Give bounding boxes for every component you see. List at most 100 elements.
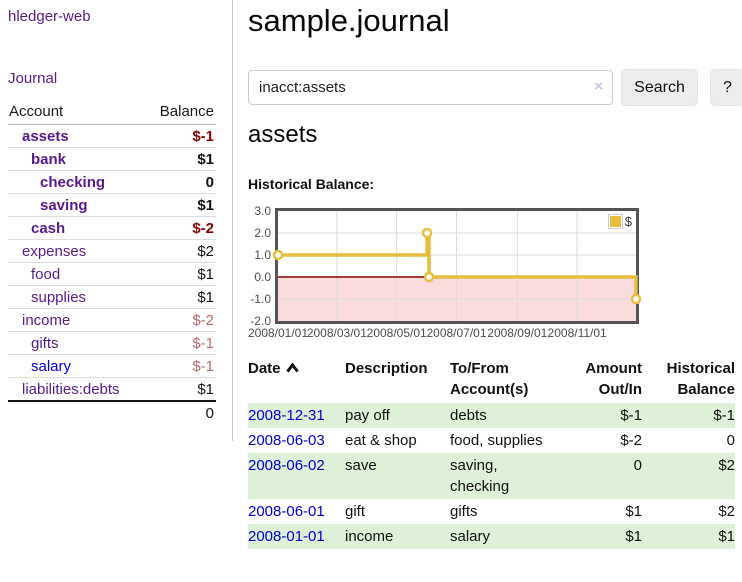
transaction-amount: $1 xyxy=(625,528,642,545)
transaction-amount: $-1 xyxy=(620,407,642,424)
transaction-accounts: salary xyxy=(450,528,491,545)
chart-legend: $ xyxy=(608,214,632,229)
account-row: supplies $1 xyxy=(8,285,216,308)
transaction-accounts: debts xyxy=(450,407,487,424)
account-link-food[interactable]: food xyxy=(31,266,61,283)
transaction-date-link[interactable]: 2008-06-01 xyxy=(248,503,325,520)
app-title-link[interactable]: hledger-web xyxy=(8,8,91,25)
account-balance: $-2 xyxy=(192,220,214,237)
date-column-header[interactable]: Date xyxy=(248,357,345,403)
account-row: gifts $-1 xyxy=(8,331,216,354)
transaction-description: eat & shop xyxy=(345,432,417,449)
y-axis-tick-label: 3.0 xyxy=(254,204,271,218)
sidebar: hledger-web Journal Account Balance asse… xyxy=(0,0,233,441)
account-link-checking[interactable]: checking xyxy=(40,174,106,191)
transaction-balance: 0 xyxy=(726,432,735,449)
transaction-date-link[interactable]: 2008-06-03 xyxy=(248,432,325,449)
account-row: bank $1 xyxy=(8,147,216,170)
register-row: 2008-06-02 save saving, checking 0 $2 xyxy=(248,453,735,499)
chart-plot-area: $ xyxy=(272,208,642,324)
balance-column-header: Balance xyxy=(159,103,214,120)
transaction-amount: 0 xyxy=(633,457,642,474)
search-input-wrap: × xyxy=(248,70,613,105)
x-axis-tick-label: 2008/01/01 xyxy=(247,326,309,340)
account-balance: $1 xyxy=(197,381,214,398)
transaction-accounts: saving, checking xyxy=(450,457,510,495)
transaction-accounts: gifts xyxy=(450,503,478,520)
x-axis-tick-label: 2008/11/01 xyxy=(547,326,607,340)
account-row: food $1 xyxy=(8,262,216,285)
transaction-balance: $2 xyxy=(718,457,735,474)
register-row: 2008-06-01 gift gifts $1 $2 xyxy=(248,499,735,524)
page-title: sample.journal xyxy=(248,3,450,38)
account-link-gifts[interactable]: gifts xyxy=(31,335,59,352)
account-link-cash[interactable]: cash xyxy=(31,220,66,237)
account-link-assets[interactable]: assets xyxy=(22,128,69,145)
account-row: assets $-1 xyxy=(8,125,216,147)
account-row: saving $1 xyxy=(8,193,216,216)
transaction-balance: $2 xyxy=(718,503,735,520)
x-axis-tick-label: 2008/09/01 xyxy=(487,326,548,340)
search-button[interactable]: Search xyxy=(621,69,698,106)
sort-ascending-icon xyxy=(285,359,300,380)
account-row: liabilities:debts $1 xyxy=(8,377,216,400)
register-header-row: Date Description To/From Account(s) Amou… xyxy=(248,357,735,403)
x-axis-tick-label: 2008/05/01 xyxy=(366,326,427,340)
legend-swatch-icon xyxy=(608,215,622,228)
account-row: income $-2 xyxy=(8,308,216,331)
account-balance: $-1 xyxy=(192,128,214,145)
historical-balance-chart: 3.0 2.0 1.0 0.0 -1.0 -2.0 $ 2008/01/01 2008/03… xyxy=(248,202,688,342)
legend-label: $ xyxy=(624,214,632,229)
account-row: salary $-1 xyxy=(8,354,216,377)
date-header-label: Date xyxy=(248,360,281,377)
historical-balance-label: Historical Balance: xyxy=(248,176,375,192)
transaction-description: save xyxy=(345,457,377,474)
transaction-description: pay off xyxy=(345,407,390,424)
accounts-total-value: 0 xyxy=(205,405,214,422)
transaction-balance: $1 xyxy=(718,528,735,545)
account-balance: $2 xyxy=(197,243,214,260)
search-input[interactable] xyxy=(248,70,613,105)
account-row: checking 0 xyxy=(8,170,216,193)
account-link-income[interactable]: income xyxy=(22,312,71,329)
account-link-liabilities-debts[interactable]: liabilities:debts xyxy=(22,381,120,398)
clear-search-icon[interactable]: × xyxy=(594,78,603,95)
account-balance: $-2 xyxy=(192,312,214,329)
transaction-description: income xyxy=(345,528,394,545)
accounts-table-header: Account Balance xyxy=(8,100,216,125)
account-link-supplies[interactable]: supplies xyxy=(31,289,87,306)
account-heading: assets xyxy=(248,121,318,148)
y-axis-tick-label: 2.0 xyxy=(254,226,271,240)
account-row: cash $-2 xyxy=(8,216,216,239)
account-column-header: Account xyxy=(9,103,64,120)
main-content: sample.journal × Search ? assets Histori… xyxy=(248,0,742,582)
account-row: expenses $2 xyxy=(8,239,216,262)
transaction-date-link[interactable]: 2008-12-31 xyxy=(248,407,325,424)
account-balance: $-1 xyxy=(192,358,214,375)
transaction-amount: $1 xyxy=(625,503,642,520)
balance-column-header-register: Historical Balance xyxy=(666,360,735,398)
transaction-accounts: food, supplies xyxy=(450,432,543,449)
help-button[interactable]: ? xyxy=(710,69,742,106)
account-link-salary[interactable]: salary xyxy=(31,358,72,375)
accounts-rows: assets $-1 bank $1 checking 0 saving $1 cash $-2 e… xyxy=(8,125,216,400)
account-link-saving[interactable]: saving xyxy=(40,197,88,214)
account-balance: $-1 xyxy=(192,335,214,352)
accounts-total-row: 0 xyxy=(8,400,216,425)
y-axis-tick-label: 1.0 xyxy=(254,248,271,262)
register-table: Date Description To/From Account(s) Amou… xyxy=(248,357,735,549)
account-balance: $1 xyxy=(197,289,214,306)
account-link-expenses[interactable]: expenses xyxy=(22,243,87,260)
transaction-amount: $-2 xyxy=(620,432,642,449)
tofrom-column-header: To/From Account(s) xyxy=(450,360,529,398)
transaction-date-link[interactable]: 2008-06-02 xyxy=(248,457,325,474)
sidebar-item-journal[interactable]: Journal xyxy=(8,70,58,87)
transaction-date-link[interactable]: 2008-01-01 xyxy=(248,528,325,545)
transaction-description: gift xyxy=(345,503,366,520)
description-column-header: Description xyxy=(345,360,428,377)
chart-canvas xyxy=(272,211,642,321)
register-row: 2008-01-01 income salary $1 $1 xyxy=(248,524,735,549)
account-link-bank[interactable]: bank xyxy=(31,151,67,168)
transaction-balance: $-1 xyxy=(713,407,735,424)
